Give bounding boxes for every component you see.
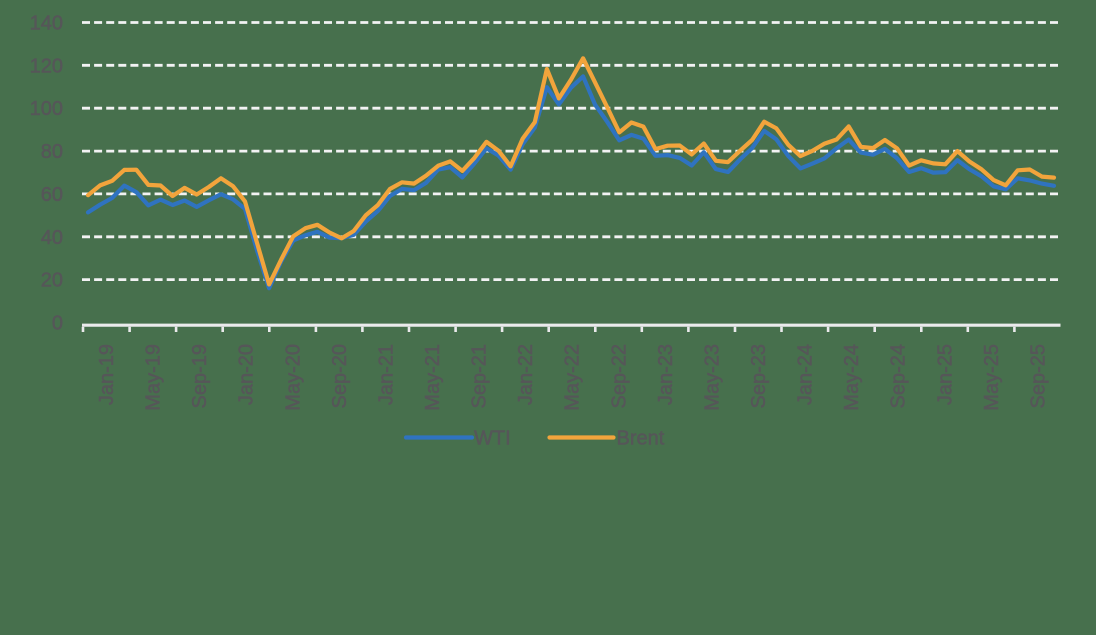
- svg-text:0: 0: [52, 313, 63, 335]
- svg-text:Brent: Brent: [617, 428, 665, 450]
- svg-text:80: 80: [41, 141, 63, 163]
- svg-text:May-21: May-21: [422, 344, 444, 411]
- svg-text:May-22: May-22: [562, 344, 584, 411]
- svg-text:40: 40: [41, 227, 63, 249]
- svg-text:Sep-21: Sep-21: [469, 344, 491, 409]
- svg-text:Jan-24: Jan-24: [795, 344, 817, 405]
- svg-text:Jan-21: Jan-21: [375, 344, 397, 405]
- svg-text:140: 140: [30, 13, 63, 35]
- svg-text:May-20: May-20: [282, 344, 304, 411]
- svg-text:Sep-22: Sep-22: [608, 344, 630, 409]
- svg-text:Jan-23: Jan-23: [655, 344, 677, 405]
- svg-text:120: 120: [30, 55, 63, 77]
- svg-text:Jan-22: Jan-22: [515, 344, 537, 405]
- svg-text:Sep-20: Sep-20: [329, 344, 351, 409]
- svg-text:Sep-25: Sep-25: [1027, 344, 1049, 409]
- svg-text:May-24: May-24: [841, 344, 863, 411]
- svg-text:May-23: May-23: [701, 344, 723, 411]
- svg-text:100: 100: [30, 98, 63, 120]
- svg-text:Sep-19: Sep-19: [189, 344, 211, 409]
- svg-text:Jan-25: Jan-25: [934, 344, 956, 405]
- svg-text:Jan-20: Jan-20: [236, 344, 258, 405]
- svg-text:Jan-19: Jan-19: [96, 344, 118, 405]
- svg-text:Sep-23: Sep-23: [748, 344, 770, 409]
- svg-text:20: 20: [41, 270, 63, 292]
- svg-text:Sep-24: Sep-24: [888, 344, 910, 409]
- svg-text:60: 60: [41, 184, 63, 206]
- svg-text:May-19: May-19: [143, 344, 165, 411]
- svg-text:WTI: WTI: [474, 428, 511, 450]
- svg-text:May-25: May-25: [981, 344, 1003, 411]
